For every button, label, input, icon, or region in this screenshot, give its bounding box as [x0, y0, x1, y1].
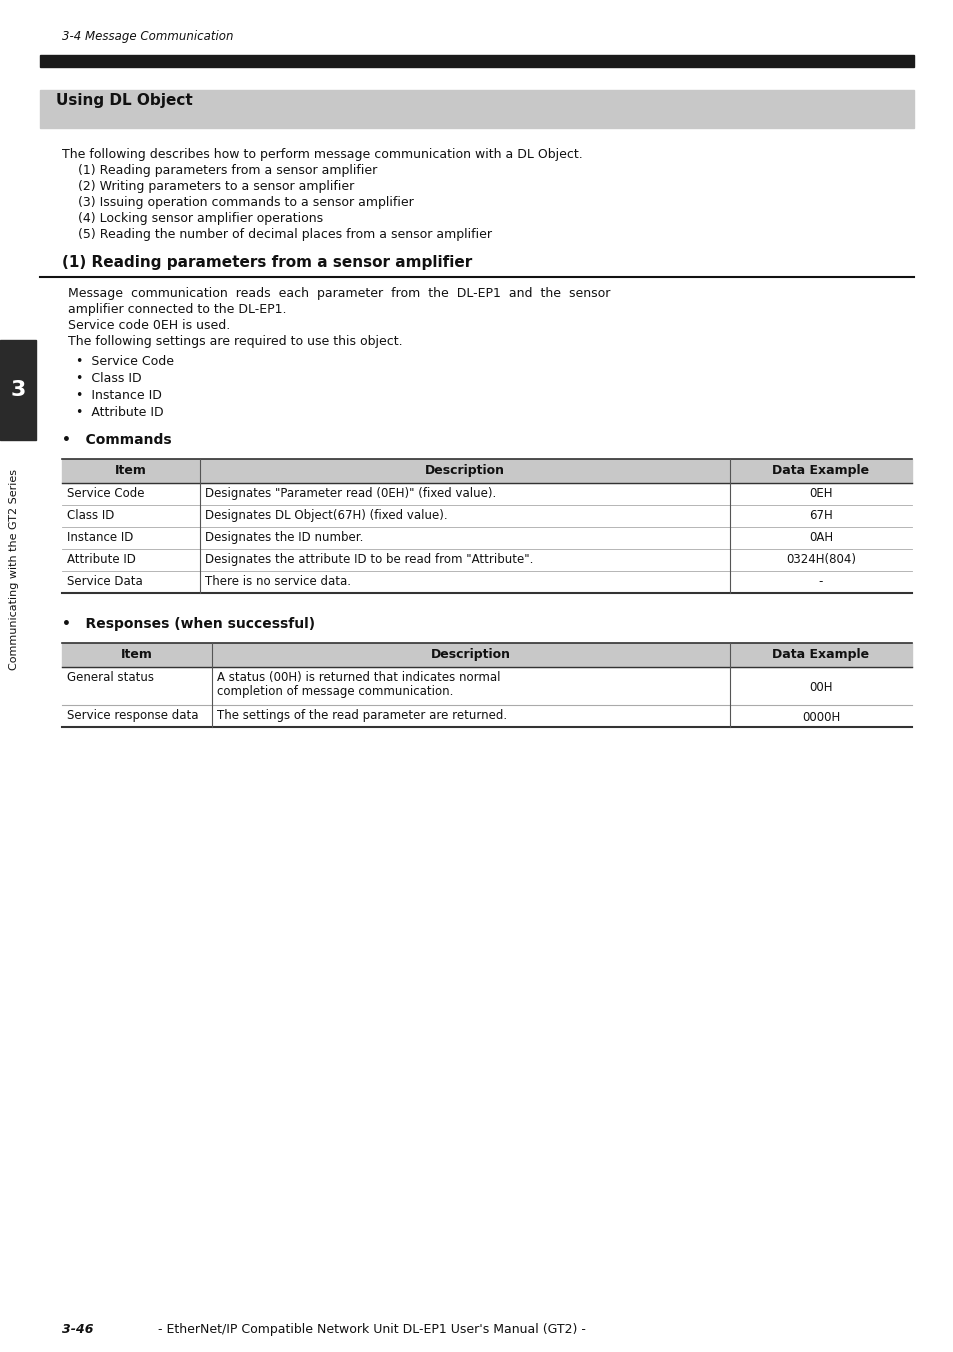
- Text: Designates DL Object(67H) (fixed value).: Designates DL Object(67H) (fixed value).: [205, 508, 447, 522]
- Bar: [62, 571, 911, 594]
- Text: The settings of the read parameter are returned.: The settings of the read parameter are r…: [216, 708, 507, 722]
- Bar: [62, 483, 911, 506]
- Text: Service code 0EH is used.: Service code 0EH is used.: [68, 319, 230, 333]
- Text: -: -: [818, 575, 822, 588]
- Text: •  Service Code: • Service Code: [76, 356, 173, 368]
- Bar: [62, 506, 911, 527]
- Text: Using DL Object: Using DL Object: [56, 93, 193, 108]
- Text: amplifier connected to the DL-EP1.: amplifier connected to the DL-EP1.: [68, 303, 286, 316]
- Text: General status: General status: [67, 671, 153, 684]
- Bar: [0, 339, 36, 439]
- Bar: [62, 704, 911, 727]
- Text: (5) Reading the number of decimal places from a sensor amplifier: (5) Reading the number of decimal places…: [78, 228, 492, 241]
- Text: 0EH: 0EH: [808, 487, 832, 500]
- Text: (3) Issuing operation commands to a sensor amplifier: (3) Issuing operation commands to a sens…: [78, 196, 414, 210]
- Text: There is no service data.: There is no service data.: [205, 575, 351, 588]
- Text: (1) Reading parameters from a sensor amplifier: (1) Reading parameters from a sensor amp…: [62, 256, 472, 270]
- Text: Service Code: Service Code: [67, 487, 144, 500]
- Text: Data Example: Data Example: [772, 464, 868, 477]
- Text: Service response data: Service response data: [67, 708, 198, 722]
- Text: Description: Description: [431, 648, 511, 661]
- Text: completion of message communication.: completion of message communication.: [216, 685, 453, 698]
- Text: A status (00H) is returned that indicates normal: A status (00H) is returned that indicate…: [216, 671, 500, 684]
- Text: •   Responses (when successful): • Responses (when successful): [62, 617, 314, 631]
- Text: Service Data: Service Data: [67, 575, 143, 588]
- Bar: [62, 527, 911, 549]
- Bar: [40, 55, 913, 68]
- Text: Class ID: Class ID: [67, 508, 114, 522]
- Bar: [62, 549, 911, 571]
- Text: Designates the ID number.: Designates the ID number.: [205, 531, 363, 544]
- Text: 67H: 67H: [808, 508, 832, 522]
- Text: 0AH: 0AH: [808, 531, 832, 544]
- Text: 0000H: 0000H: [801, 711, 840, 725]
- Text: (1) Reading parameters from a sensor amplifier: (1) Reading parameters from a sensor amp…: [78, 164, 376, 177]
- Text: 3: 3: [10, 380, 26, 400]
- Text: •  Instance ID: • Instance ID: [76, 389, 162, 402]
- Text: 3-4 Message Communication: 3-4 Message Communication: [62, 30, 233, 43]
- Text: Designates "Parameter read (0EH)" (fixed value).: Designates "Parameter read (0EH)" (fixed…: [205, 487, 496, 500]
- Text: (4) Locking sensor amplifier operations: (4) Locking sensor amplifier operations: [78, 212, 323, 224]
- Text: Data Example: Data Example: [772, 648, 868, 661]
- Text: The following settings are required to use this object.: The following settings are required to u…: [68, 335, 402, 347]
- Text: (2) Writing parameters to a sensor amplifier: (2) Writing parameters to a sensor ampli…: [78, 180, 354, 193]
- Text: •  Attribute ID: • Attribute ID: [76, 406, 164, 419]
- Text: Attribute ID: Attribute ID: [67, 553, 135, 566]
- Text: Instance ID: Instance ID: [67, 531, 133, 544]
- Text: Message  communication  reads  each  parameter  from  the  DL-EP1  and  the  sen: Message communication reads each paramet…: [68, 287, 610, 300]
- Bar: [62, 667, 911, 704]
- Bar: [40, 91, 913, 128]
- Text: Communicating with the GT2 Series: Communicating with the GT2 Series: [9, 469, 19, 671]
- Text: The following describes how to perform message communication with a DL Object.: The following describes how to perform m…: [62, 147, 582, 161]
- Text: Item: Item: [115, 464, 147, 477]
- Text: Description: Description: [424, 464, 504, 477]
- Text: 3-46: 3-46: [62, 1324, 93, 1336]
- Text: •  Class ID: • Class ID: [76, 372, 141, 385]
- Bar: [62, 644, 911, 667]
- Text: 0324H(804): 0324H(804): [785, 553, 855, 566]
- Text: •   Commands: • Commands: [62, 433, 172, 448]
- Text: Item: Item: [121, 648, 152, 661]
- Text: Designates the attribute ID to be read from "Attribute".: Designates the attribute ID to be read f…: [205, 553, 533, 566]
- Bar: [62, 458, 911, 483]
- Text: - EtherNet/IP Compatible Network Unit DL-EP1 User's Manual (GT2) -: - EtherNet/IP Compatible Network Unit DL…: [158, 1324, 585, 1336]
- Text: 00H: 00H: [808, 681, 832, 694]
